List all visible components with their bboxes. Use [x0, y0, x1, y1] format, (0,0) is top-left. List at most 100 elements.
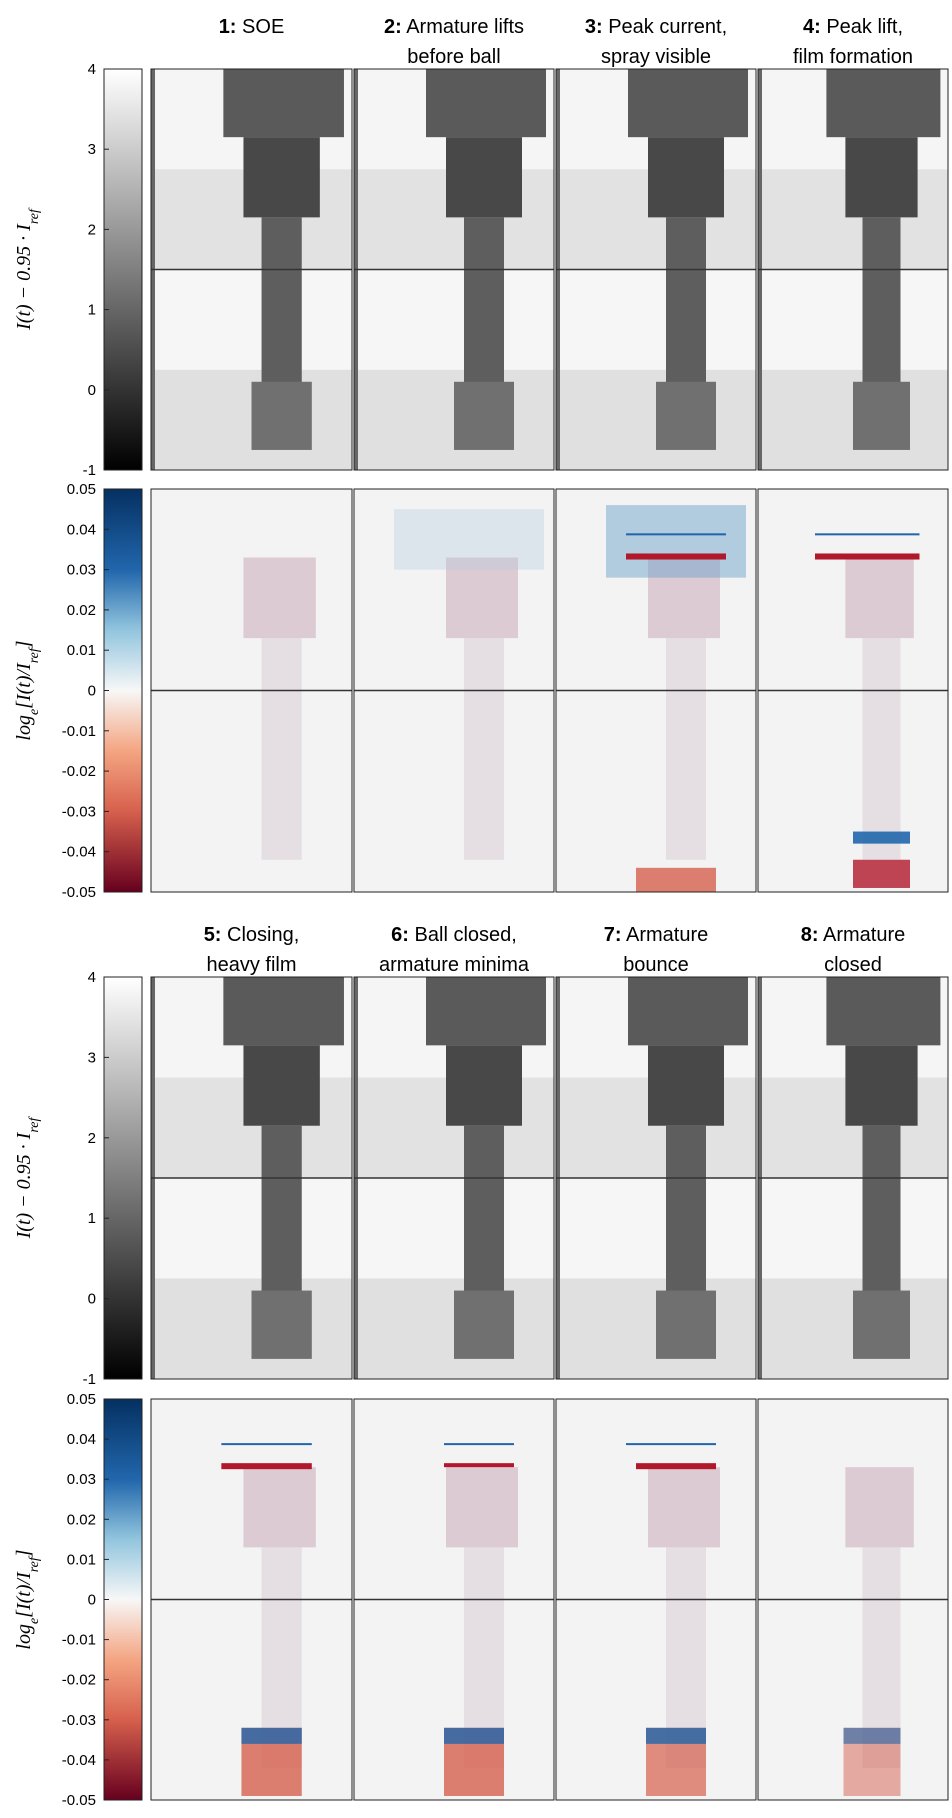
injector-body: [446, 137, 522, 218]
difference-panel: [555, 488, 757, 893]
column-number: 2:: [384, 16, 402, 38]
label-part: [I(t)/I: [13, 1571, 35, 1618]
colorbar-tick-label: 0.05: [67, 481, 96, 498]
injector-tip: [251, 1290, 312, 1359]
panel-background: [151, 1178, 352, 1279]
colorbar-tick-label: 0.02: [67, 1511, 96, 1528]
column-number: 6:: [391, 924, 409, 946]
column-title: 3: Peak current,: [585, 16, 727, 38]
difference-feature: [815, 533, 920, 536]
injector-head: [826, 69, 941, 138]
label-part: ref: [27, 1555, 42, 1572]
column-title-line: bounce: [623, 954, 689, 976]
xray-panel: [353, 68, 555, 471]
xray-panel: [353, 976, 555, 1380]
panel-frame: [150, 1398, 353, 1801]
column-title: armature minima: [379, 954, 530, 976]
injector-stem: [464, 1125, 504, 1307]
colorbar-tick-label: -0.03: [62, 803, 96, 820]
panel-frame: [757, 68, 949, 471]
injector-tip: [454, 381, 514, 450]
xray-panel: [757, 976, 949, 1380]
noise-region: [464, 638, 504, 860]
xray-panel: [555, 68, 757, 471]
label-part: I(t) − 0.95 · I: [13, 223, 35, 331]
panel-frame: [757, 488, 949, 893]
column-title: closed: [824, 954, 882, 976]
difference-panel: [757, 1398, 949, 1801]
noise-region: [243, 557, 316, 639]
colorbar-label: I(t) − 0.95 · Iref: [13, 207, 42, 331]
injector-tip: [656, 381, 716, 450]
noise-region: [862, 638, 901, 860]
injector-stem: [666, 217, 706, 398]
injector-head: [223, 69, 344, 138]
xray-panel: [555, 976, 757, 1380]
column-number: 7:: [604, 924, 622, 946]
column-number: 8:: [801, 924, 819, 946]
colorbar-tick-label: 0: [88, 683, 96, 700]
colorbar-tick-label: -0.03: [62, 1712, 96, 1729]
injector-stem: [862, 1125, 901, 1307]
difference-feature: [636, 867, 716, 892]
difference-feature: [646, 1727, 706, 1744]
difference-feature: [221, 1463, 312, 1470]
column-title: 8: Armature: [801, 924, 906, 946]
colorbar-tick-label: 0.04: [67, 1431, 96, 1448]
column-title: heavy film: [206, 954, 296, 976]
colorbar-tick-label: -0.01: [62, 1632, 96, 1649]
label-part: ]: [13, 1549, 35, 1558]
column-title-line: closed: [824, 954, 882, 976]
injector-stem: [261, 217, 302, 398]
panel-background: [556, 1178, 756, 1279]
panel-frame: [757, 976, 949, 1380]
colorbar-label: loge[I(t)/Iref]: [13, 1549, 42, 1649]
panel-background: [556, 269, 756, 370]
column-number: 3:: [585, 16, 603, 38]
column-title: 2: Armature lifts: [384, 16, 524, 38]
difference-feature: [815, 553, 920, 560]
label-part: log: [13, 715, 35, 741]
column-title-line: spray visible: [601, 46, 711, 68]
colorbar-tick-label: 3: [88, 141, 96, 158]
injector-stem: [666, 1125, 706, 1307]
panel-background: [758, 269, 948, 370]
column-title-line: before ball: [407, 46, 500, 68]
label-part: e: [27, 1618, 42, 1624]
colorbar-tick-label: 1: [88, 302, 96, 319]
injector-body: [243, 137, 320, 218]
column-title-line: Armature: [626, 924, 708, 946]
injector-body: [845, 137, 918, 218]
column-title: 7: Armature: [604, 924, 709, 946]
colorbar-tick-label: 4: [88, 61, 96, 78]
colorbar-tick-label: 0: [88, 382, 96, 399]
colorbar-tick-label: 0.04: [67, 521, 96, 538]
difference-feature: [853, 831, 910, 844]
injector-tip: [454, 1290, 514, 1359]
colorbar-tick-label: 0: [88, 1291, 96, 1308]
panel-background: [151, 269, 352, 370]
panel-background: [758, 1178, 948, 1279]
label-part: log: [13, 1624, 35, 1650]
noise-region: [666, 638, 706, 860]
panel-frame: [353, 488, 555, 893]
label-part: ]: [13, 640, 35, 649]
injector-body: [446, 1045, 522, 1126]
column-title: bounce: [623, 954, 689, 976]
colorbar: [103, 488, 143, 893]
column-title-line: Ball closed,: [415, 924, 517, 946]
injector-tip: [853, 381, 910, 450]
colorbar-tick-label: 0.05: [67, 1391, 96, 1408]
colorbar: [103, 68, 143, 471]
injector-head: [628, 977, 748, 1046]
column-number: 4:: [803, 16, 821, 38]
panel-frame: [150, 976, 353, 1380]
column-title-line: Armature lifts: [406, 16, 524, 38]
colorbar-tick-label: 0.03: [67, 562, 96, 579]
noise-region: [243, 1467, 316, 1548]
column-number: 1:: [219, 16, 237, 38]
column-title-line: film formation: [793, 46, 913, 68]
colorbar-tick-label: -1: [83, 1371, 96, 1388]
difference-panel: [353, 488, 555, 893]
difference-panel: [150, 1398, 353, 1801]
